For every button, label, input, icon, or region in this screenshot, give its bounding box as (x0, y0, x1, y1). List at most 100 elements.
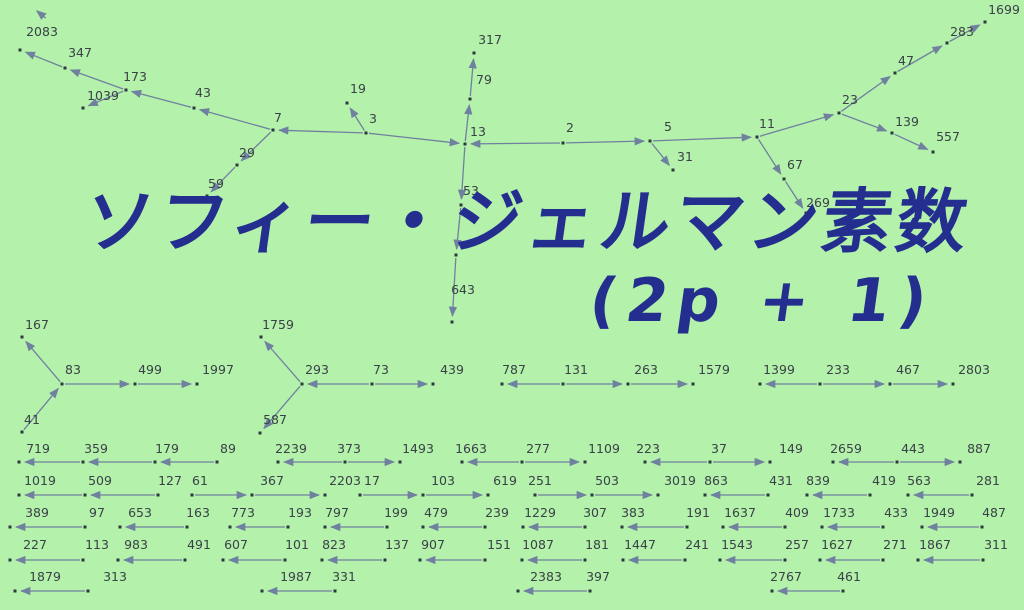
graph-node-dot (86, 589, 90, 593)
graph-node-dot (235, 163, 239, 167)
prime-label: 467 (896, 362, 920, 377)
prime-label: 461 (837, 569, 861, 584)
prime-label: 311 (984, 537, 1008, 552)
prime-label: 17 (364, 473, 380, 488)
prime-label: 719 (26, 441, 50, 456)
prime-label: 1229 (524, 505, 556, 520)
prime-label: 359 (84, 441, 108, 456)
graph-node-dot (820, 525, 824, 529)
graph-node-dot (118, 525, 122, 529)
prime-label: 587 (263, 412, 287, 427)
graph-node-dot (561, 382, 565, 386)
prime-label: 191 (686, 505, 710, 520)
prime-label: 823 (322, 537, 346, 552)
graph-node-dot (283, 558, 287, 562)
prime-label: 307 (583, 505, 607, 520)
graph-node-dot (156, 493, 160, 497)
graph-node-dot (20, 335, 24, 339)
graph-node-dot (766, 493, 770, 497)
graph-node-dot (626, 382, 630, 386)
prime-label: 2803 (958, 362, 990, 377)
prime-label: 163 (186, 505, 210, 520)
graph-node-dot (258, 431, 262, 435)
prime-label: 907 (421, 537, 445, 552)
graph-node-dot (18, 48, 22, 52)
prime-label: 1399 (763, 362, 795, 377)
subtitle-formula: (2p + 1) (585, 266, 941, 336)
graph-edge (468, 57, 477, 97)
graph-edge (210, 166, 236, 193)
prime-label: 653 (128, 505, 152, 520)
graph-node-dot (421, 525, 425, 529)
prime-label: 103 (431, 473, 455, 488)
prime-label: 439 (440, 362, 464, 377)
prime-label: 479 (424, 505, 448, 520)
prime-label: 1109 (588, 441, 620, 456)
prime-label: 1019 (24, 473, 56, 488)
graph-node-dot (215, 460, 219, 464)
graph-edge (35, 10, 47, 20)
prime-label: 1663 (455, 441, 487, 456)
prime-label: 443 (901, 441, 925, 456)
graph-node-dot (83, 493, 87, 497)
graph-node-dot (837, 111, 841, 115)
graph-node-dot (683, 558, 687, 562)
graph-node-dot (20, 430, 24, 434)
graph-node-dot (620, 525, 624, 529)
prime-label: 251 (528, 473, 552, 488)
prime-label: 797 (325, 505, 349, 520)
graph-node-dot (920, 525, 924, 529)
graph-node-dot (783, 525, 787, 529)
graph-edge (277, 126, 364, 135)
graph-node-dot (583, 558, 587, 562)
graph-edge (785, 181, 804, 209)
prime-label: 607 (224, 537, 248, 552)
prime-label: 983 (124, 537, 148, 552)
graph-node-dot (890, 131, 894, 135)
graph-node-dot (755, 135, 759, 139)
prime-label: 1733 (823, 505, 855, 520)
prime-label: 1759 (262, 317, 294, 332)
prime-label: 73 (373, 362, 389, 377)
graph-edge (263, 385, 301, 430)
prime-label: 277 (526, 441, 550, 456)
prime-label: 1997 (202, 362, 234, 377)
graph-node-dot (916, 558, 920, 562)
prime-label: 179 (155, 441, 179, 456)
prime-label: 181 (585, 537, 609, 552)
graph-node-dot (721, 525, 725, 529)
prime-label: 59 (208, 176, 224, 191)
graph-node-dot (81, 558, 85, 562)
graph-node-dot (483, 558, 487, 562)
prime-label: 131 (564, 362, 588, 377)
graph-edge (240, 131, 272, 162)
graph-node-dot (691, 382, 695, 386)
graph-node-dot (561, 141, 565, 145)
prime-label: 431 (769, 473, 793, 488)
graph-node-dot (320, 558, 324, 562)
graph-edge (130, 89, 192, 108)
prime-label: 383 (621, 505, 645, 520)
graph-node-dot (718, 558, 722, 562)
prime-label: 2239 (275, 441, 307, 456)
graph-edge (652, 133, 753, 142)
prime-label: 1579 (698, 362, 730, 377)
prime-label: 127 (158, 473, 182, 488)
graph-node-dot (583, 460, 587, 464)
prime-label: 41 (24, 412, 40, 427)
prime-label: 863 (704, 473, 728, 488)
prime-label: 487 (982, 505, 1006, 520)
graph-node-dot (63, 66, 67, 70)
prime-label: 1949 (923, 505, 955, 520)
graph-node-dot (981, 558, 985, 562)
graph-node-dot (533, 493, 537, 497)
prime-label: 67 (787, 157, 803, 172)
prime-label: 53 (463, 183, 479, 198)
graph-node-dot (459, 203, 463, 207)
graph-node-dot (370, 382, 374, 386)
graph-node-dot (758, 382, 762, 386)
graph-edge (198, 108, 271, 130)
graph-node-dot (472, 51, 476, 55)
graph-node-dot (250, 493, 254, 497)
graph-edge (841, 75, 891, 112)
